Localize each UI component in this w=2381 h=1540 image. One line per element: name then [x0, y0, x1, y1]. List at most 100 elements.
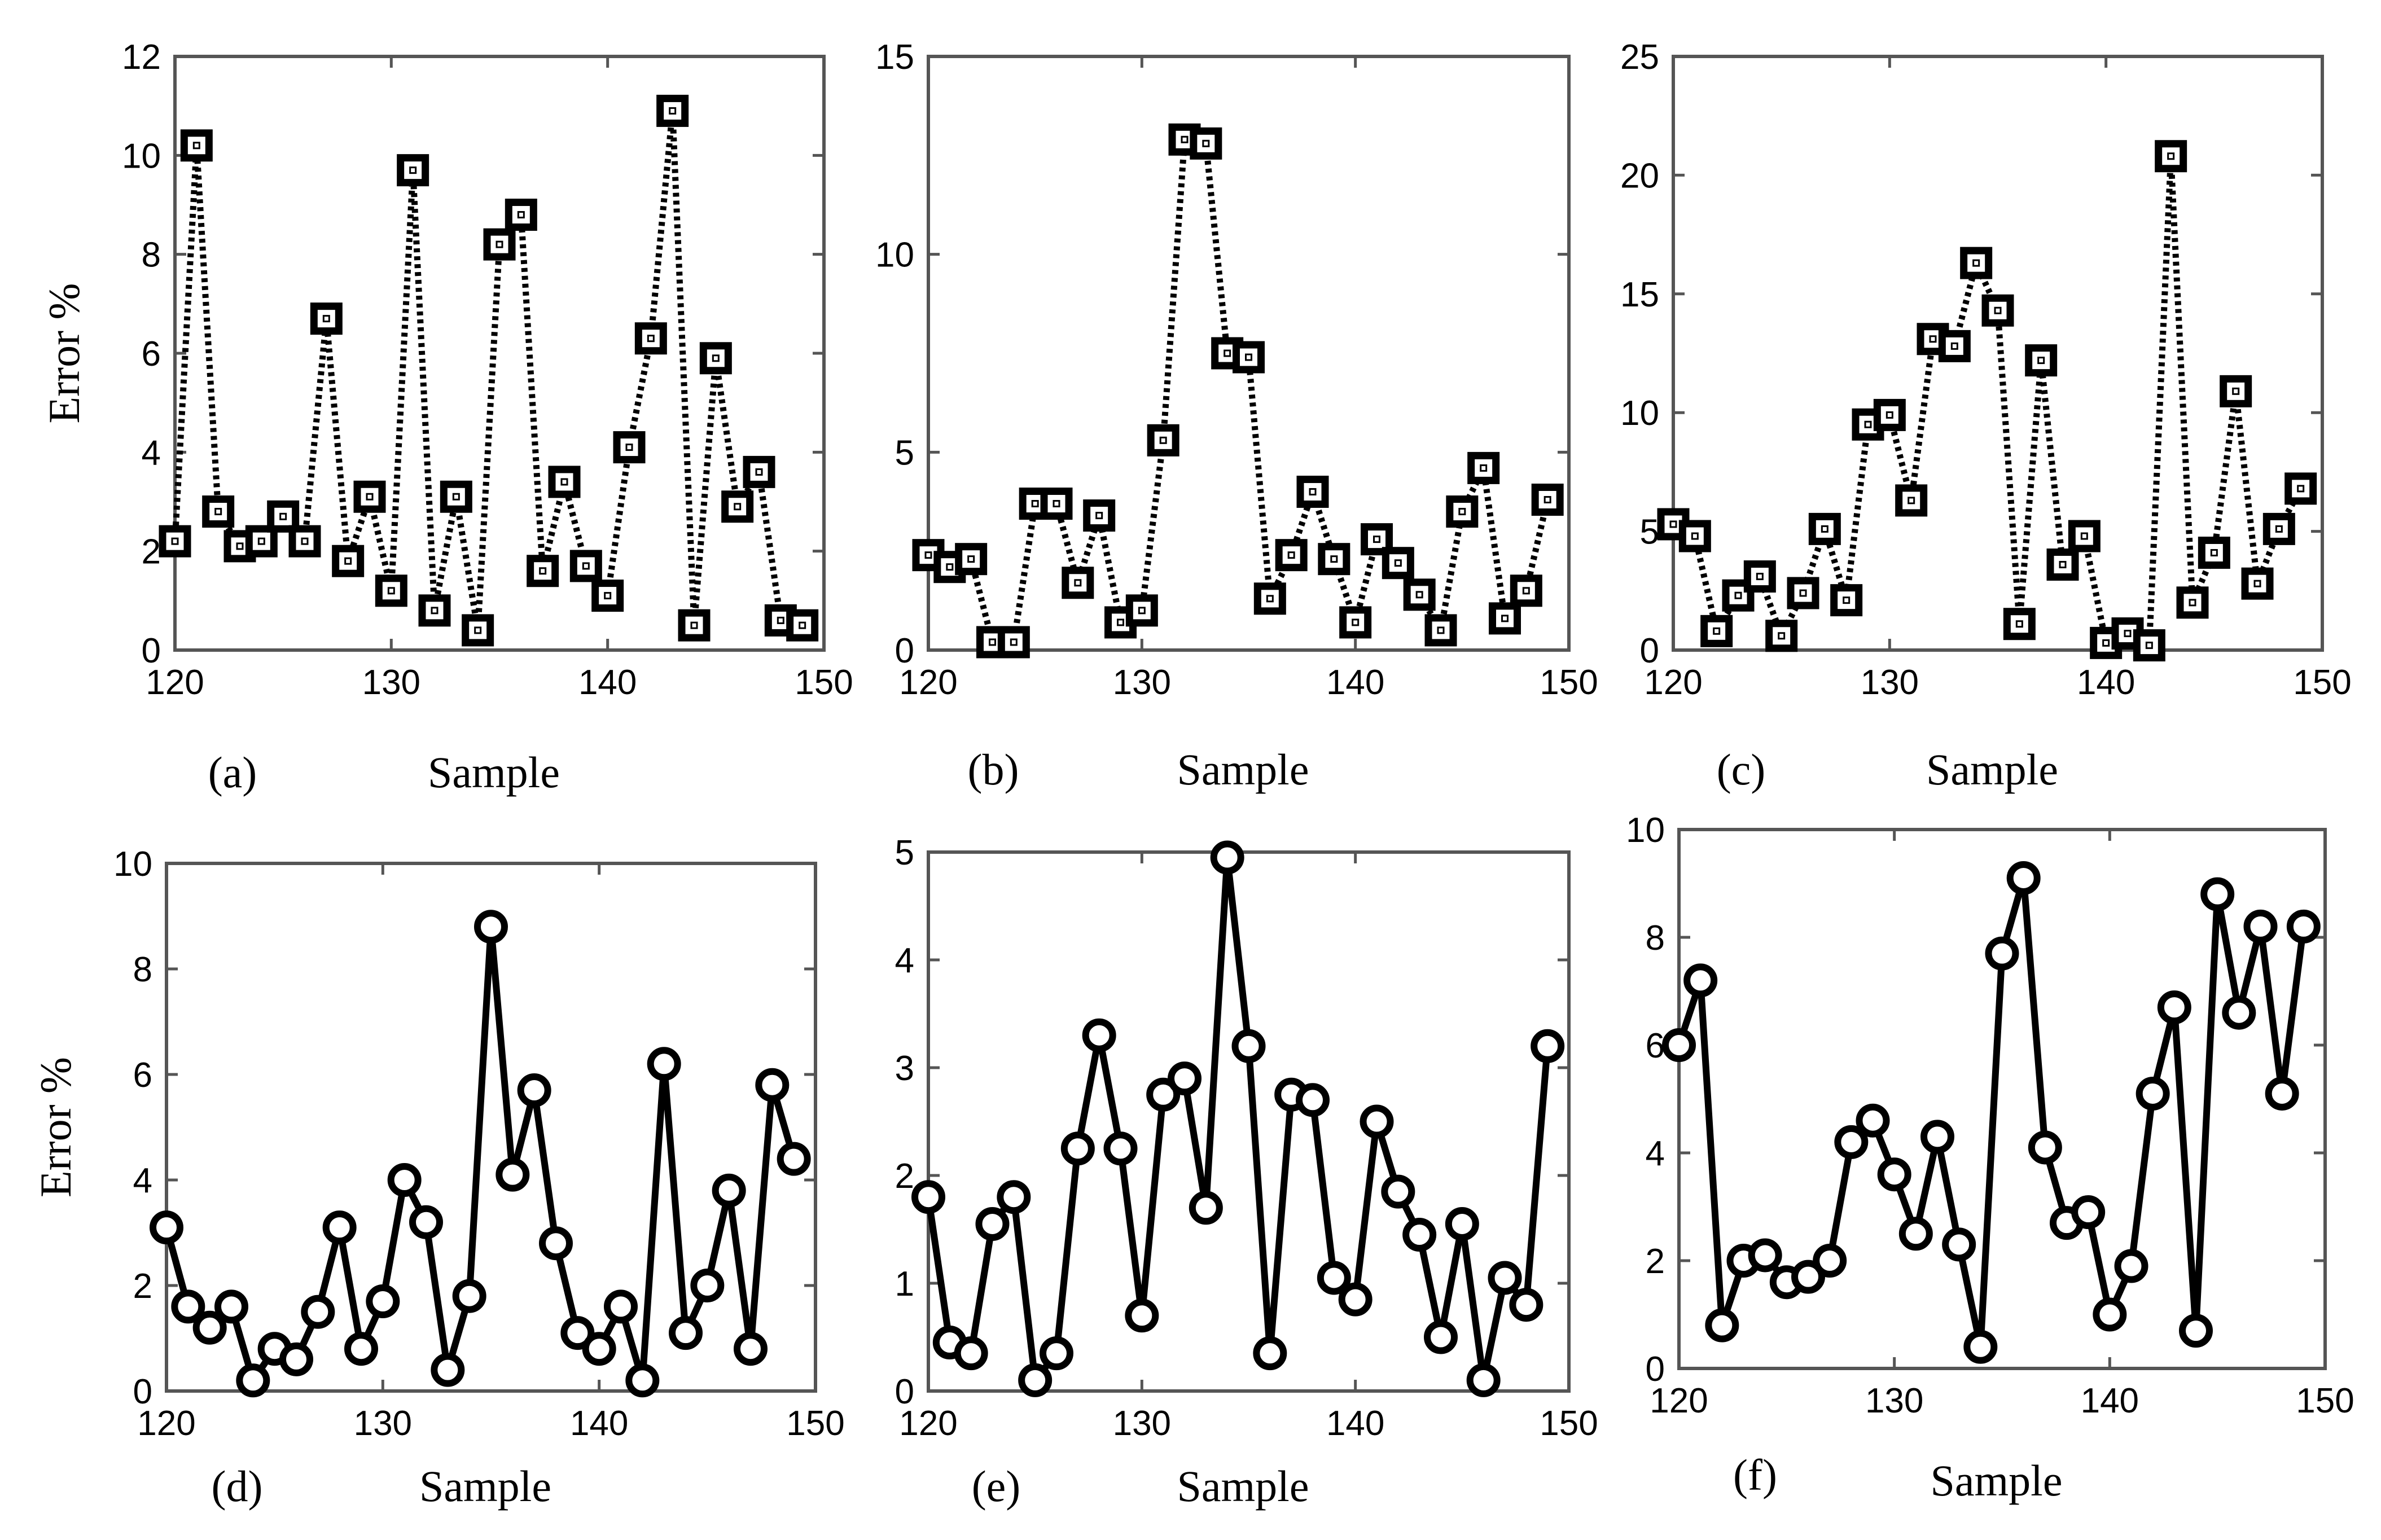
x-tick-label: 150 — [2296, 1381, 2354, 1420]
data-point-square — [1895, 484, 1928, 517]
data-point-square — [2220, 375, 2252, 407]
data-point-square-center — [517, 211, 525, 219]
data-point-square — [1765, 620, 1798, 652]
y-axis-label: Error % — [31, 1057, 80, 1197]
data-point-circle — [517, 1073, 551, 1108]
data-point-circle — [690, 1269, 725, 1302]
data-point-square-center — [1287, 551, 1295, 559]
data-point-square — [462, 614, 494, 647]
data-point-square-center — [1669, 520, 1677, 528]
data-point-square-center — [967, 555, 975, 563]
data-point-circle — [474, 910, 508, 944]
data-point-circle — [2243, 909, 2278, 944]
data-point-circle — [150, 1210, 183, 1245]
data-point-circle — [1424, 1320, 1458, 1354]
data-point-circle — [1445, 1206, 1479, 1241]
data-point-square-center — [1330, 555, 1338, 563]
data-point-square-center — [1691, 532, 1699, 540]
data-point-square — [2046, 549, 2079, 581]
data-point-square-center — [1159, 436, 1167, 444]
x-tick-label: 140 — [2081, 1381, 2139, 1420]
data-point-circle — [387, 1163, 422, 1197]
data-point-square — [505, 199, 537, 231]
data-point-circle — [301, 1295, 335, 1329]
y-tick-label: 2 — [142, 533, 161, 572]
y-tick-label: 10 — [1620, 394, 1659, 433]
data-point-square — [1960, 247, 1993, 279]
data-point-square-center — [1522, 587, 1530, 595]
data-point-square — [997, 626, 1030, 659]
data-point-circle — [2071, 1195, 2106, 1230]
y-tick-label: 6 — [1646, 1026, 1665, 1065]
data-point-square-center — [1202, 139, 1210, 147]
data-point-square — [1233, 341, 1265, 374]
data-point-circle — [604, 1289, 638, 1324]
data-point-square-center — [387, 587, 395, 595]
data-point-square-center — [539, 567, 547, 575]
panel-label: (f) — [1733, 1450, 1777, 1499]
data-point-circle — [1791, 1260, 1825, 1294]
data-point-square-center — [1501, 615, 1509, 622]
y-tick-label: 10 — [122, 137, 161, 176]
y-tick-label: 8 — [1646, 919, 1665, 958]
data-point-square — [353, 480, 386, 513]
chart-panel-c: 120 130 140 150 0 5 10 15 20 25 Sample (c) — [1620, 38, 2352, 794]
data-point-square-center — [2210, 549, 2218, 556]
data-point-square-center — [1245, 353, 1252, 361]
data-point-square — [1253, 582, 1286, 615]
y-tick-label: 0 — [133, 1372, 152, 1411]
data-point-circle — [582, 1332, 616, 1366]
data-point-square-center — [1821, 525, 1828, 533]
data-point-square — [288, 525, 321, 558]
data-point-square-center — [1181, 135, 1189, 143]
y-tick-label: 6 — [133, 1056, 152, 1095]
data-point-circle — [1662, 1028, 1696, 1062]
y-tick-label: 10 — [1626, 811, 1665, 850]
data-point-square-center — [214, 508, 222, 516]
y-tick-label: 10 — [875, 236, 914, 275]
x-tick-label: 140 — [570, 1404, 628, 1443]
data-point-square — [375, 574, 407, 607]
x-axis-label: Sample — [1177, 745, 1309, 794]
data-point-square-center — [1031, 500, 1039, 508]
data-point-square-center — [344, 557, 352, 565]
data-point-square-center — [1778, 632, 1786, 640]
data-point-circle — [669, 1316, 703, 1350]
data-point-square — [2198, 536, 2230, 569]
data-point-square-center — [1972, 259, 1980, 267]
data-point-circle — [1189, 1191, 1223, 1225]
data-point-square-center — [431, 607, 439, 615]
data-point-square-center — [366, 493, 374, 501]
data-point-square-center — [1458, 508, 1466, 516]
x-tick-label: 150 — [1540, 1404, 1598, 1443]
data-point-circle — [2028, 1130, 2062, 1165]
data-point-circle — [1146, 1077, 1181, 1112]
x-tick-label: 140 — [1326, 663, 1384, 702]
data-point-circle — [1705, 1308, 1739, 1342]
data-point-square — [1467, 451, 1500, 484]
data-point-square-center — [1908, 497, 1915, 504]
data-point-square — [527, 555, 559, 587]
data-point-square-center — [192, 142, 200, 150]
data-point-square-center — [2297, 485, 2305, 493]
data-point-square-center — [604, 592, 612, 600]
y-tick-label: 5 — [895, 833, 914, 872]
data-point-square-center — [734, 503, 742, 511]
data-point-square — [1938, 330, 1971, 362]
data-point-circle — [1963, 1330, 1998, 1364]
data-point-square-center — [2275, 525, 2283, 533]
data-point-square — [1125, 594, 1158, 627]
data-point-square — [1446, 495, 1479, 528]
data-point-circle — [1360, 1104, 1394, 1139]
data-point-circle — [2006, 861, 2041, 895]
data-point-circle — [777, 1142, 811, 1176]
data-point-circle — [1856, 1103, 1890, 1138]
y-tick-label: 1 — [895, 1265, 914, 1304]
data-point-circle — [214, 1289, 248, 1324]
data-point-circle — [236, 1363, 270, 1398]
data-point-circle — [2157, 990, 2191, 1025]
data-point-square — [743, 455, 775, 488]
data-point-square — [440, 480, 472, 513]
data-point-square — [1424, 614, 1457, 647]
data-point-square-center — [2145, 642, 2153, 650]
